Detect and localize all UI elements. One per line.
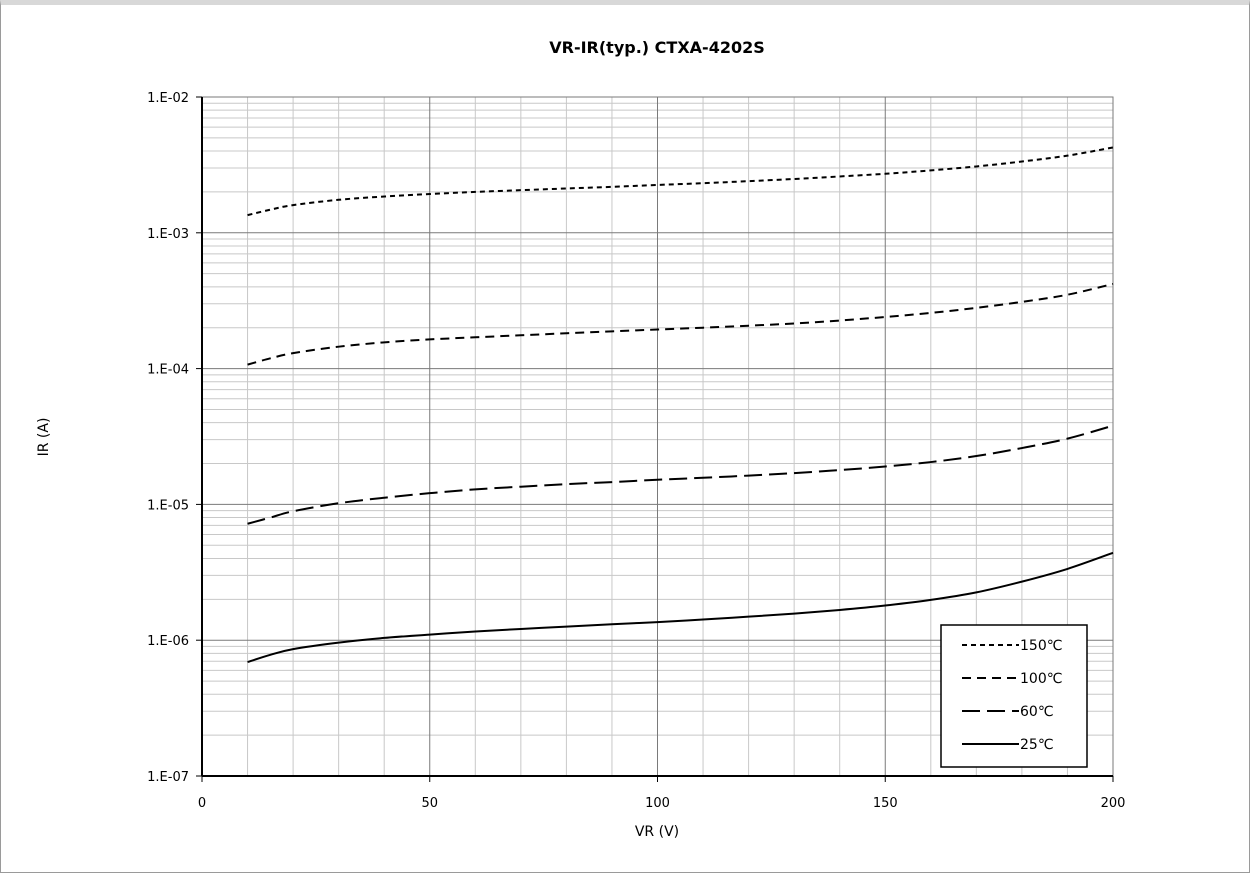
- x-tick-label: 200: [1101, 796, 1126, 811]
- y-tick-labels: 1.E-07 1.E-06 1.E-05 1.E-04 1.E-03 1.E-02: [147, 91, 189, 785]
- y-tick-label: 1.E-04: [147, 363, 189, 378]
- y-tick-label: 1.E-07: [147, 770, 189, 785]
- x-tick-label: 50: [421, 796, 438, 811]
- x-tick-label: 100: [645, 796, 670, 811]
- legend-label-1: 100℃: [1020, 671, 1062, 687]
- x-tick-labels: 0 50 100 150 200: [198, 796, 1126, 811]
- y-axis-label: IR (A): [36, 418, 52, 457]
- legend: 150℃ 100℃ 60℃ 25℃: [940, 624, 1088, 768]
- y-tick-label: 1.E-02: [147, 91, 189, 106]
- series-line-3: [247, 551, 1114, 664]
- series-line-0: [247, 146, 1114, 217]
- y-tick-label: 1.E-06: [147, 634, 189, 649]
- series-line-1: [247, 282, 1114, 366]
- y-tick-label: 1.E-05: [147, 498, 189, 513]
- x-axis-label: VR (V): [635, 824, 679, 840]
- legend-label-3: 25℃: [1020, 737, 1054, 753]
- series-line-2: [247, 424, 1114, 525]
- x-tick-label: 150: [873, 796, 898, 811]
- series-layer: [247, 146, 1114, 664]
- axes: [196, 96, 1114, 782]
- x-tick-label: 0: [198, 796, 206, 811]
- legend-label-2: 60℃: [1020, 704, 1054, 720]
- legend-box: [940, 624, 1088, 768]
- chart-title: VR-IR(typ.) CTXA-4202S: [549, 38, 765, 57]
- y-tick-label: 1.E-03: [147, 227, 189, 242]
- legend-label-0: 150℃: [1020, 638, 1062, 654]
